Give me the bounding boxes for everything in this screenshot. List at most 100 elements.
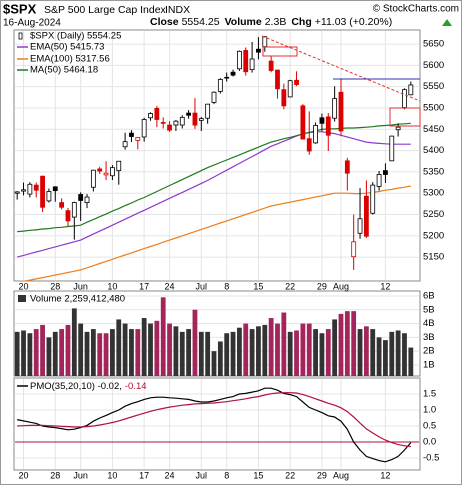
quote-value: 5554.25 (182, 16, 220, 28)
y-tick-label: 2B (423, 346, 435, 357)
y-tick-label: 1B (423, 359, 435, 370)
candle-body (332, 98, 338, 119)
quote-label: Close (150, 16, 179, 28)
legend-label: EMA(100) 5317.56 (30, 54, 110, 65)
candle-body (383, 170, 388, 175)
volume-bar (78, 323, 84, 376)
y-tick-label: 5450 (423, 124, 444, 135)
y-tick-label: 5550 (423, 81, 444, 92)
volume-bar (52, 331, 58, 376)
candle-body (110, 167, 115, 177)
y-tick-label: 5400 (423, 145, 444, 156)
candle-body (281, 89, 287, 107)
line-series (22, 185, 411, 281)
candle-body (129, 132, 134, 137)
volume-bar (110, 329, 115, 376)
candle-body (40, 175, 45, 208)
highlight-box (389, 107, 421, 127)
candle-body (313, 125, 318, 144)
volume-bar (90, 329, 96, 376)
volume-bar (306, 323, 312, 376)
trend-line (261, 35, 421, 102)
volume-bar (344, 311, 350, 376)
candle-body (243, 50, 249, 73)
candle-body (294, 79, 299, 85)
volume-bar (383, 340, 388, 376)
volume-bar (351, 311, 357, 376)
y-tick-label: 5350 (423, 166, 444, 177)
quote: Close 5554.25 Volume 2.3B Chg +11.03 (+0.20%) (150, 16, 392, 28)
volume-bar (179, 331, 185, 376)
volume-bar (402, 333, 407, 376)
candle-body (122, 141, 128, 148)
y-tick-label: 5200 (423, 230, 444, 241)
x-tick-label: 17 (139, 470, 149, 480)
candle-body (306, 138, 312, 152)
volume-bar (249, 329, 255, 376)
volume-bar (46, 337, 52, 376)
volume-bar (262, 324, 268, 376)
volume-bar (294, 330, 299, 376)
candle-body (325, 116, 331, 136)
y-tick-label: -0.5 (423, 453, 439, 464)
candle-body (205, 103, 211, 119)
volume-bar (236, 327, 242, 376)
candle-body (344, 160, 350, 174)
volume-bar (21, 330, 26, 376)
volume-bar (186, 329, 192, 376)
x-tick-label: 17 (139, 281, 149, 291)
volume-bar (363, 326, 369, 376)
candle-body (14, 191, 20, 194)
volume-bar (33, 329, 39, 376)
candle-body (275, 69, 280, 90)
volume-bar (154, 320, 160, 376)
volume-bar (59, 329, 65, 376)
candle-body (59, 202, 65, 208)
x-tick-label: 12 (380, 281, 390, 291)
x-tick-label: 10 (107, 470, 117, 480)
candle-body (148, 113, 153, 119)
candle-body (370, 184, 376, 214)
candle-body (192, 112, 198, 126)
date: 16-Aug-2024 (3, 18, 61, 29)
candle-body (357, 218, 363, 234)
candle-body (268, 60, 274, 71)
candle-body (173, 120, 179, 126)
candle-body (217, 79, 223, 92)
candle-body (71, 202, 77, 218)
quote-label: Chg (291, 16, 311, 28)
x-tick-label: Jun (73, 281, 88, 291)
index-name: S&P 500 Large Cap Index (44, 4, 167, 16)
x-tick-label: 24 (165, 470, 175, 480)
volume-bar (103, 333, 109, 376)
volume-bar (173, 326, 179, 376)
volume-bar (211, 351, 217, 376)
y-tick-label: 4B (423, 318, 435, 329)
volume-bar (167, 323, 172, 376)
candle-body (236, 50, 242, 70)
candle-body (116, 160, 122, 172)
volume-bar (325, 329, 331, 376)
legend-part: -0.14 (125, 381, 147, 392)
x-tick-label: 12 (380, 470, 390, 480)
highlight-box (262, 46, 298, 57)
x-tick-label: 29 (317, 281, 327, 291)
candle-body (27, 183, 33, 195)
legend-label: Volume 2,259,412,480 (30, 294, 125, 305)
volume-bar (230, 331, 236, 376)
line-series (17, 122, 411, 233)
volume-bar (40, 324, 45, 376)
x-tick-label: 22 (285, 470, 295, 480)
candle-body (135, 136, 141, 141)
volume-bar (313, 329, 318, 376)
quote-label: Volume (225, 16, 262, 28)
candle-body (167, 124, 172, 131)
candle-body (33, 184, 39, 191)
candle-body (230, 71, 236, 76)
legend-label: MA(50) 5464.18 (30, 65, 98, 76)
legend-label: PMO(35,20,10) -0.02, -0.14 (30, 381, 147, 392)
y-tick-label: 5250 (423, 209, 444, 220)
x-tick-label: Jul (196, 281, 208, 291)
volume-bar (141, 318, 147, 376)
